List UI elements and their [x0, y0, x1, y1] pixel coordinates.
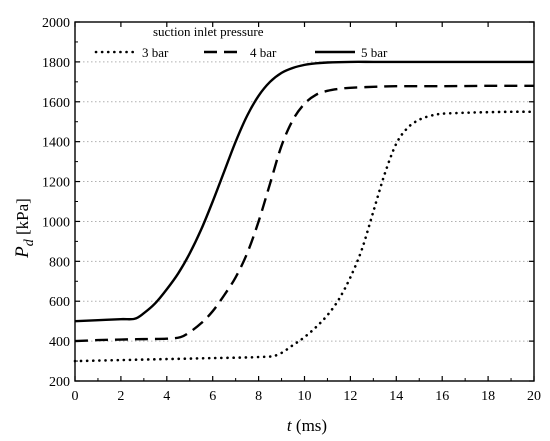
series-layer — [73, 60, 536, 363]
x-axis-unit: (ms) — [292, 416, 327, 435]
y-axis-label: Pd [kPa] — [12, 198, 37, 259]
axis-ticks: 0 2 4 6 8 10 12 14 16 18 20 200 400 600 800 1000 1200 140… — [42, 16, 541, 404]
y-tick-label: 800 — [49, 255, 70, 270]
x-axis-label: t (ms) — [287, 416, 327, 435]
y-tick-label: 200 — [49, 375, 70, 390]
x-tick-label: 6 — [209, 389, 216, 404]
y-tick-label: 2000 — [42, 16, 70, 31]
x-tick-label: 0 — [72, 389, 79, 404]
x-tick-label: 8 — [255, 389, 262, 404]
series-line-0 — [73, 110, 536, 363]
y-axis-sub: d — [22, 238, 37, 246]
x-tick-label: 10 — [298, 389, 312, 404]
legend: suction inlet pressure 3 bar 4 bar 5 bar — [94, 24, 388, 60]
series-line-1 — [74, 84, 535, 343]
y-tick-label: 1400 — [42, 136, 70, 151]
plot-frame — [74, 21, 535, 382]
legend-label-0: 3 bar — [142, 45, 169, 60]
legend-title: suction inlet pressure — [153, 24, 264, 39]
series-line-2 — [74, 60, 534, 323]
legend-label-1: 4 bar — [250, 45, 277, 60]
y-axis-unit: [kPa] — [13, 198, 32, 239]
y-axis-var: P — [12, 246, 33, 259]
x-tick-label: 14 — [389, 389, 403, 404]
x-tick-label: 12 — [343, 389, 357, 404]
y-tick-label: 1000 — [42, 215, 70, 230]
y-tick-label: 1200 — [42, 176, 70, 191]
legend-label-2: 5 bar — [361, 45, 388, 60]
x-tick-label: 16 — [435, 389, 449, 404]
x-tick-label: 4 — [163, 389, 170, 404]
grid-lines — [75, 61, 534, 342]
y-tick-label: 600 — [49, 295, 70, 310]
y-tick-label: 400 — [49, 335, 70, 350]
y-tick-label: 1600 — [42, 96, 70, 111]
x-tick-label: 2 — [117, 389, 124, 404]
y-tick-label: 1800 — [42, 56, 70, 71]
x-tick-label: 18 — [481, 389, 495, 404]
x-axis-var: t — [287, 416, 293, 435]
x-tick-label: 20 — [527, 389, 541, 404]
